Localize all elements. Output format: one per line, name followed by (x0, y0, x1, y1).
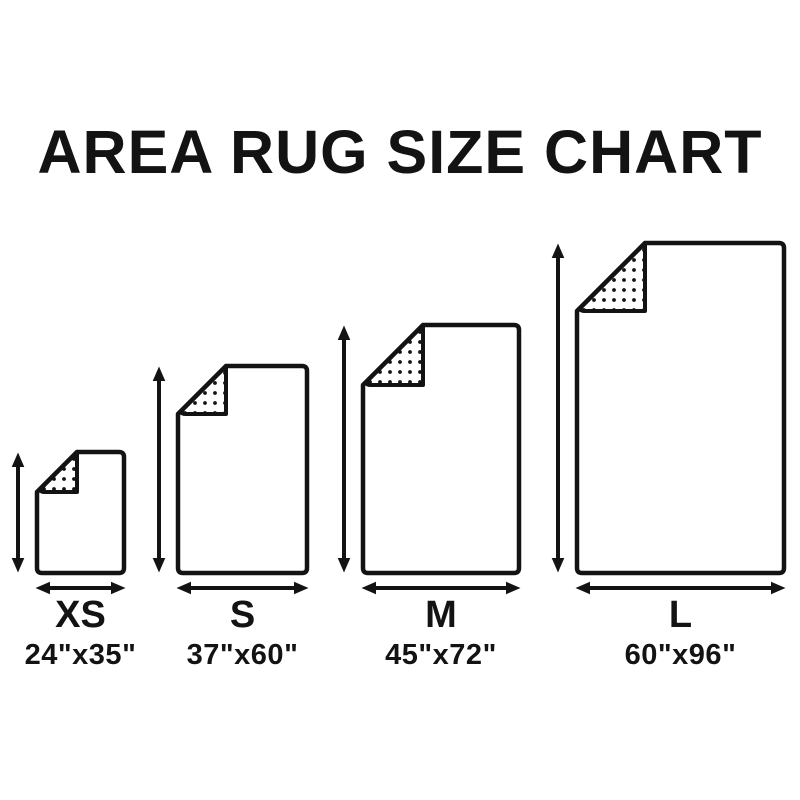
width-arrow-icon (361, 581, 521, 595)
rug-xs-icon (34, 449, 127, 576)
rug-m-icon (360, 322, 522, 576)
page-title: AREA RUG SIZE CHART (37, 118, 763, 186)
size-label-s: S (229, 594, 256, 636)
size-dimensions-m: 45"x72" (385, 639, 497, 671)
size-dimensions-xs: 24"x35" (24, 639, 137, 671)
height-arrow-icon (152, 366, 166, 573)
rug-l-icon (574, 240, 787, 576)
width-arrow-icon (575, 581, 786, 595)
height-arrow-icon (11, 452, 25, 573)
size-label-xs: XS (55, 594, 106, 636)
size-dimensions-s: 37"x60" (186, 639, 299, 671)
size-label-l: L (668, 594, 693, 636)
height-arrow-icon (337, 325, 351, 573)
size-dimensions-l: 60"x96" (624, 639, 737, 671)
size-label-m: M (425, 594, 457, 636)
width-arrow-icon (35, 581, 126, 595)
rug-s-icon (175, 363, 310, 576)
width-arrow-icon (176, 581, 309, 595)
height-arrow-icon (551, 243, 565, 573)
